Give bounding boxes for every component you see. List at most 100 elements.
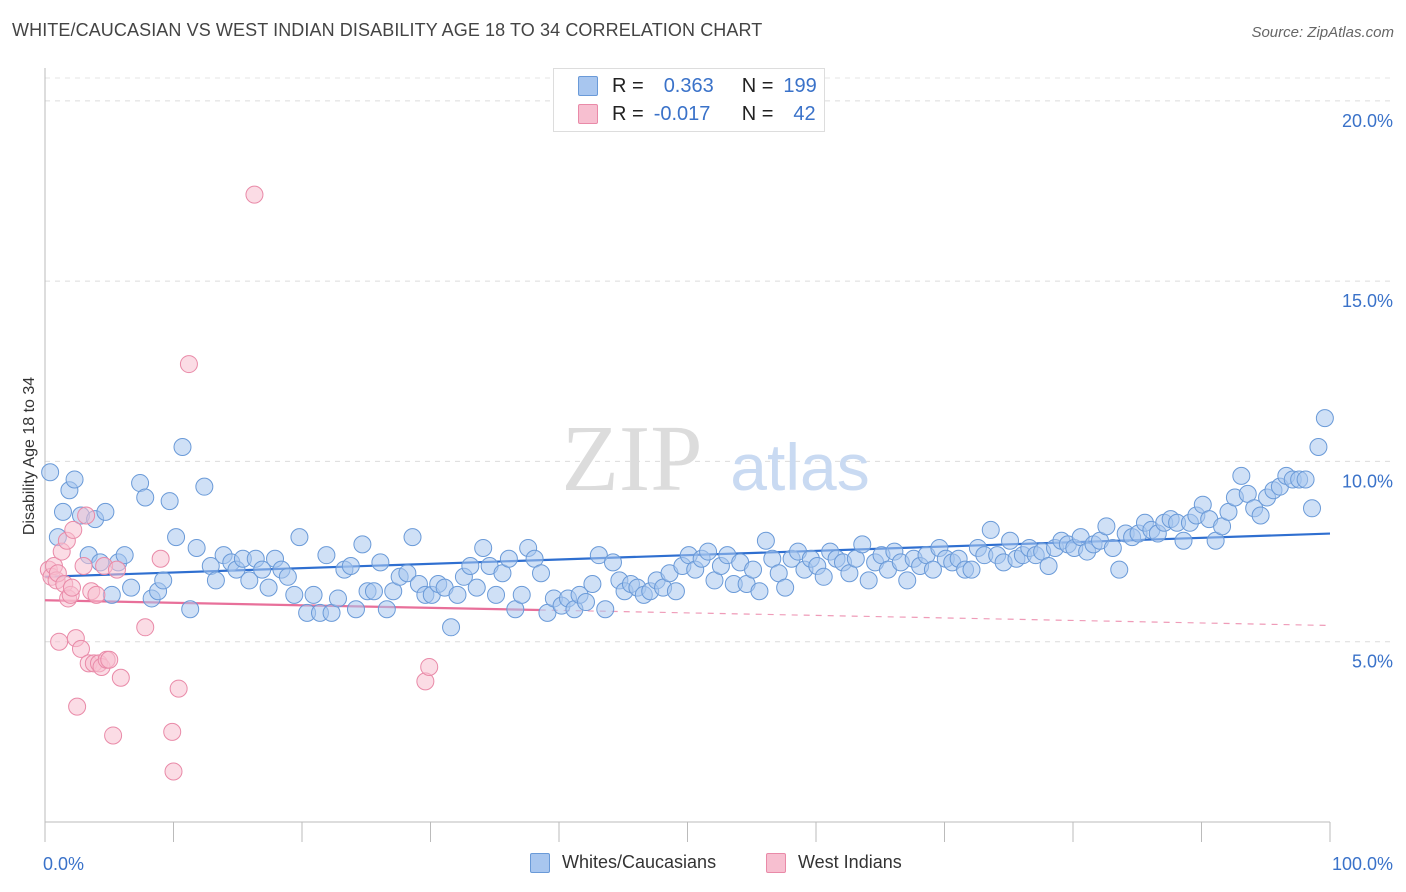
point-0-31 (240, 571, 259, 590)
point-0-77 (532, 564, 551, 583)
point-0-199 (1315, 409, 1334, 428)
point-0-18 (154, 571, 173, 590)
point-0-103 (699, 542, 718, 561)
point-0-26 (206, 571, 225, 590)
point-0-189 (1251, 506, 1270, 525)
series-label-whites: Whites/Caucasians (562, 852, 717, 872)
series-swatch-whites (530, 852, 550, 873)
point-0-74 (512, 585, 531, 604)
point-1-38 (420, 657, 439, 676)
point-0-66 (461, 556, 480, 575)
point-0-165 (1097, 517, 1116, 536)
point-0-147 (981, 520, 1000, 539)
chart-title: WHITE/CAUCASIAN VS WEST INDIAN DISABILIT… (12, 20, 763, 40)
series-swatch-west-indians (766, 852, 786, 873)
point-0-9 (96, 502, 115, 521)
point-0-186 (1232, 466, 1251, 485)
point-1-15 (71, 639, 90, 658)
trend-line-1 (44, 599, 540, 612)
point-1-33 (164, 762, 183, 781)
zipatlas-watermark: ZIP atlas (562, 407, 870, 511)
point-0-24 (195, 477, 214, 496)
point-0-67 (467, 578, 486, 597)
point-0-166 (1103, 538, 1122, 557)
x-tick-label-1: 100.0% (1332, 854, 1393, 874)
point-0-38 (285, 585, 304, 604)
y-tick-label-0: 5.0% (1352, 652, 1393, 672)
point-0-2 (53, 502, 72, 521)
data-points (39, 185, 1334, 781)
point-0-19 (160, 492, 179, 511)
trend-line-dashed-1 (539, 609, 1331, 627)
y-tick-label-1: 10.0% (1342, 471, 1393, 491)
legend-row-west-indians: R = -0.017 N = 42 (578, 101, 816, 127)
point-0-85 (583, 575, 602, 594)
point-1-21 (87, 585, 106, 604)
series-0-points (41, 409, 1334, 637)
point-0-88 (603, 553, 622, 572)
point-0-68 (474, 538, 493, 557)
point-1-31 (151, 549, 170, 568)
y-tick-label-3: 20.0% (1342, 111, 1393, 131)
point-1-32 (163, 722, 182, 741)
tick-labels: 5.0% 10.0% 15.0% 20.0% 0.0% 100.0% (43, 111, 1393, 874)
point-1-5 (50, 632, 69, 651)
point-1-35 (179, 355, 198, 374)
legend-r-value-whites: 0.363 (663, 74, 714, 97)
point-0-98 (666, 582, 685, 601)
watermark-atlas: atlas (730, 430, 869, 504)
point-0-198 (1309, 438, 1328, 456)
point-0-196 (1296, 470, 1315, 489)
point-0-87 (596, 600, 615, 619)
series-legend-west-indians: West Indians (766, 852, 902, 873)
legend-r-value-west-indians: -0.017 (653, 102, 711, 125)
point-0-72 (499, 549, 518, 568)
point-0-33 (253, 560, 272, 579)
point-0-134 (898, 571, 917, 590)
axes (44, 68, 1331, 842)
point-0-144 (962, 560, 981, 579)
point-1-36 (245, 185, 264, 204)
point-0-57 (403, 528, 422, 547)
point-0-177 (1174, 531, 1193, 550)
point-0-4 (65, 470, 84, 489)
point-0-51 (364, 582, 383, 601)
chart-source: Source: ZipAtlas.com (1251, 24, 1394, 41)
point-0-167 (1110, 560, 1129, 579)
point-0-13 (122, 578, 141, 597)
series-1-points (39, 185, 439, 781)
legend-n-label: N = (741, 102, 774, 125)
legend-row-whites: R = 0.363 N = 199 (578, 73, 817, 99)
point-0-53 (377, 600, 396, 619)
point-0-52 (371, 553, 390, 572)
point-0-10 (102, 585, 121, 604)
legend-swatch-whites (578, 76, 598, 96)
point-0-115 (776, 578, 795, 597)
point-0-128 (859, 571, 878, 590)
point-0-47 (341, 556, 360, 575)
watermark-zip: ZIP (562, 407, 703, 511)
series-label-west-indians: West Indians (798, 852, 902, 872)
point-0-56 (398, 564, 417, 583)
point-0-0 (41, 463, 60, 482)
point-0-43 (317, 546, 336, 565)
point-0-127 (853, 535, 872, 554)
point-0-86 (589, 546, 608, 565)
point-1-28 (107, 560, 126, 579)
point-1-12 (64, 520, 83, 539)
series-legend-whites: Whites/Caucasians (530, 852, 716, 873)
point-1-14 (68, 697, 87, 716)
point-1-26 (100, 650, 119, 669)
point-1-27 (104, 726, 123, 745)
point-0-37 (278, 567, 297, 586)
legend-n-value-west-indians: 42 (793, 102, 816, 125)
point-0-111 (750, 582, 769, 601)
point-0-20 (167, 528, 186, 547)
point-0-197 (1303, 499, 1322, 518)
point-0-41 (304, 585, 323, 604)
point-0-121 (814, 567, 833, 586)
point-1-34 (169, 679, 188, 698)
point-1-11 (62, 578, 81, 597)
series-legend: Whites/Caucasians West Indians (0, 852, 1406, 878)
